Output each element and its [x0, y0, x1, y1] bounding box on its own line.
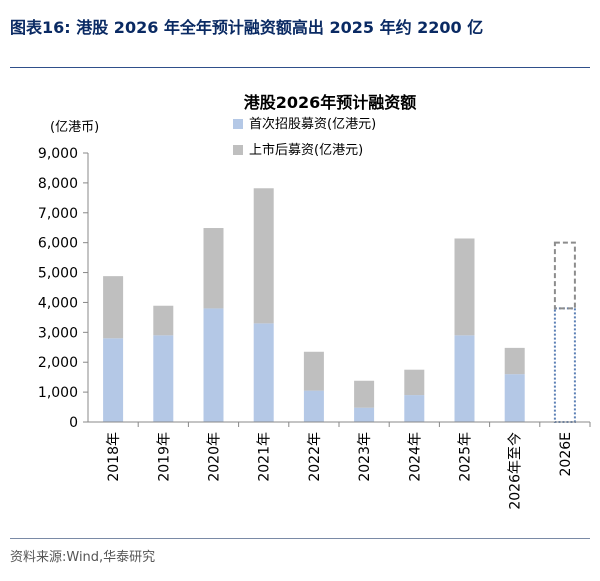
- x-tick-label: 2018年: [106, 432, 122, 482]
- bar-ipo: [153, 335, 174, 422]
- bar-ipo: [253, 323, 274, 422]
- y-tick-label: 6,000: [38, 236, 78, 252]
- x-axis: 2018年 2019年 2020年 2021年 2022年 2023年 2024年 2025年…: [88, 421, 591, 510]
- y-tick-label: 8,000: [38, 176, 78, 192]
- legend-label-ipo: 首次招股募资(亿港元): [249, 116, 376, 132]
- y-axis-unit-label: (亿港币): [50, 120, 99, 135]
- y-tick-label: 3,000: [38, 325, 78, 341]
- chart-title: 港股2026年预计融资额: [244, 93, 417, 112]
- y-tick-label: 7,000: [38, 206, 78, 222]
- bar-followon: [303, 351, 324, 391]
- bar-ipo-projected: [553, 307, 576, 423]
- bar-ipo: [504, 374, 525, 422]
- x-tick-label: 2024年: [407, 432, 423, 482]
- y-tick-label: 9,000: [38, 146, 78, 162]
- x-tick-label: 2019年: [156, 432, 172, 482]
- x-tick-label: 2026年至今: [508, 432, 524, 510]
- bar-ipo: [303, 390, 324, 422]
- bar-followon: [253, 188, 274, 324]
- legend-label-followon: 上市后募资(亿港元): [249, 142, 363, 158]
- bar-followon: [454, 238, 475, 336]
- bar-ipo: [404, 395, 425, 422]
- x-tick-label: 2022年: [307, 432, 323, 482]
- bar-ipo: [203, 308, 224, 422]
- bar-followon: [354, 380, 375, 408]
- x-tick-label: 2025年: [458, 432, 474, 482]
- y-tick-label: 0: [69, 415, 78, 431]
- bar-followon-projected: [553, 241, 576, 310]
- y-axis: 0 1,000 2,000 3,000 4,000 5,000 6,000 7,000 8,00…: [38, 146, 89, 431]
- figure-title: 图表16: 港股 2026 年全年预计融资额高出 2025 年约 2200 亿: [10, 18, 484, 37]
- y-tick-label: 1,000: [38, 385, 78, 401]
- legend-swatch-ipo: [233, 119, 243, 129]
- x-tick-label: 2021年: [257, 432, 273, 482]
- bar-ipo: [454, 335, 475, 422]
- x-tick-label: 2020年: [207, 432, 223, 482]
- bar-followon: [153, 305, 174, 336]
- bar-followon: [404, 369, 425, 396]
- y-tick-label: 5,000: [38, 266, 78, 282]
- legend-swatch-followon: [233, 145, 243, 155]
- legend: 首次招股募资(亿港元) 上市后募资(亿港元): [233, 116, 376, 158]
- bar-followon: [103, 276, 124, 339]
- bar-ipo: [354, 407, 375, 422]
- y-tick-label: 4,000: [38, 295, 78, 311]
- y-tick-label: 2,000: [38, 355, 78, 371]
- bottom-rule: [10, 538, 590, 539]
- bar-followon: [504, 347, 525, 375]
- source-note: 资料来源:Wind,华泰研究: [10, 550, 156, 565]
- top-rule: [10, 67, 590, 68]
- bars: [103, 188, 576, 423]
- bar-followon: [203, 228, 224, 309]
- x-tick-label: 2026E: [558, 432, 574, 476]
- x-tick-label: 2023年: [357, 432, 373, 482]
- bar-ipo: [103, 338, 124, 422]
